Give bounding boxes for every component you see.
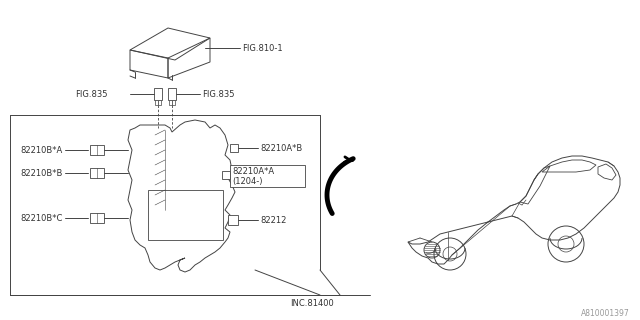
Bar bbox=[158, 100, 161, 105]
Text: INC.81400: INC.81400 bbox=[290, 299, 333, 308]
Bar bbox=[155, 100, 158, 105]
Text: 82210A*A: 82210A*A bbox=[232, 166, 274, 175]
Text: FIG.835: FIG.835 bbox=[75, 90, 108, 99]
Text: 82210B*B: 82210B*B bbox=[20, 169, 62, 178]
Text: (1204-): (1204-) bbox=[232, 177, 262, 186]
Bar bbox=[90, 168, 104, 178]
Bar bbox=[154, 88, 162, 100]
Text: 82210B*A: 82210B*A bbox=[20, 146, 62, 155]
Text: FIG.835: FIG.835 bbox=[202, 90, 234, 99]
Bar bbox=[168, 88, 176, 100]
Bar bbox=[230, 165, 305, 187]
Text: 82210B*C: 82210B*C bbox=[20, 213, 62, 222]
Bar bbox=[222, 171, 230, 179]
Bar bbox=[90, 145, 104, 155]
Bar bbox=[169, 100, 172, 105]
Text: 82212: 82212 bbox=[260, 215, 286, 225]
Bar bbox=[228, 215, 238, 225]
Text: FIG.810-1: FIG.810-1 bbox=[242, 44, 283, 52]
Text: 82210A*B: 82210A*B bbox=[260, 143, 302, 153]
Bar bbox=[230, 144, 238, 152]
Text: A810001397: A810001397 bbox=[581, 308, 630, 317]
Bar bbox=[172, 100, 175, 105]
Bar bbox=[90, 213, 104, 223]
Bar bbox=[148, 190, 223, 240]
